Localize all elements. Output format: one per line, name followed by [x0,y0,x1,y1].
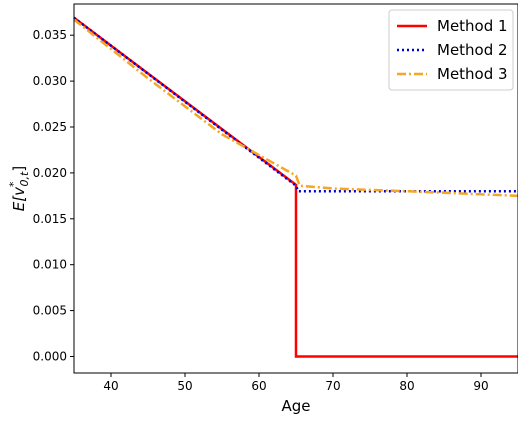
series-line-method-1 [73,16,518,358]
series-lines [73,16,518,358]
y-tick-label: 0.005 [33,304,67,318]
y-tick-label: 0.025 [33,120,67,134]
y-tick-label: 0.010 [33,258,67,272]
y-axis-label: E[v*0,t] [7,166,31,211]
series-line-method-2 [73,16,518,193]
legend: Method 1 Method 2 Method 3 [388,9,514,91]
x-axis-label: Age [281,397,310,415]
series-line-method-3 [73,18,518,198]
x-tick-label: 90 [473,379,488,393]
y-tick-label: 0.015 [33,212,67,226]
legend-label: Method 3 [437,65,508,83]
x-tick-label: 50 [177,379,192,393]
x-tick-label: 70 [325,379,340,393]
y-tick-label: 0.000 [33,349,67,363]
y-tick-label: 0.035 [33,28,67,42]
legend-label: Method 1 [437,17,508,35]
y-tick-label: 0.030 [33,74,67,88]
axis-ticks: 40 50 60 70 80 90 0.000 0.005 0.010 0.015 0.020 0.0… [33,28,489,393]
plot-frame [73,3,518,374]
x-tick-label: 60 [251,379,266,393]
x-tick-label: 40 [103,379,118,393]
legend-box [388,9,514,91]
y-tick-label: 0.020 [33,166,67,180]
legend-label: Method 2 [437,41,508,59]
x-tick-label: 80 [399,379,414,393]
